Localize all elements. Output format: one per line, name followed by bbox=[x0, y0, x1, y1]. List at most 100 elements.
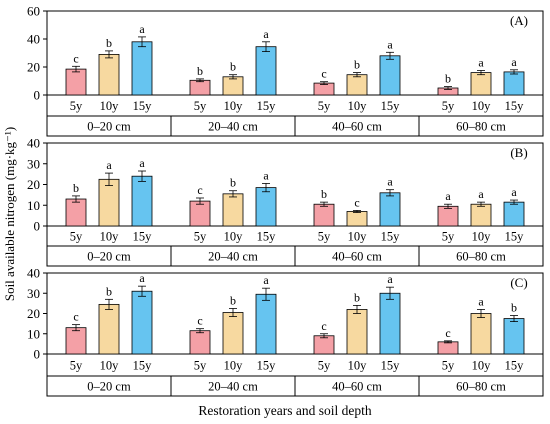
year-label: 5y bbox=[318, 99, 331, 113]
y-tick-label: 60 bbox=[27, 4, 40, 19]
y-tick-label: 0 bbox=[34, 88, 41, 103]
bar bbox=[98, 303, 120, 355]
depth-label: 20–40 cm bbox=[208, 380, 258, 394]
depth-label: 0–20 cm bbox=[87, 380, 131, 394]
year-label: 5y bbox=[70, 359, 83, 373]
depth-label: 40–60 cm bbox=[332, 120, 382, 134]
significance-letter: c bbox=[354, 195, 359, 209]
bar bbox=[255, 46, 277, 96]
significance-letter: b bbox=[230, 293, 236, 307]
significance-letter: a bbox=[511, 55, 517, 69]
significance-letter: a bbox=[263, 168, 269, 182]
year-label: 10y bbox=[224, 99, 244, 113]
year-label: 10y bbox=[100, 359, 120, 373]
bar bbox=[189, 79, 211, 96]
year-label: 10y bbox=[472, 359, 492, 373]
bar bbox=[379, 292, 401, 355]
significance-letter: a bbox=[445, 189, 451, 203]
year-label: 5y bbox=[194, 359, 207, 373]
year-label: 5y bbox=[194, 230, 207, 244]
bar bbox=[346, 309, 368, 355]
y-tick-label: 40 bbox=[27, 266, 40, 281]
panel-label: (A) bbox=[510, 13, 528, 28]
y-tick-label: 10 bbox=[27, 198, 40, 213]
year-label: 15y bbox=[257, 359, 277, 373]
significance-letter: a bbox=[478, 187, 484, 201]
bar bbox=[503, 71, 525, 96]
bar bbox=[346, 211, 368, 227]
significance-letter: b bbox=[354, 290, 360, 304]
bar bbox=[379, 55, 401, 96]
year-label: 15y bbox=[505, 99, 525, 113]
significance-letter: b bbox=[197, 64, 203, 78]
bar bbox=[222, 76, 244, 96]
bar bbox=[470, 313, 492, 355]
x-axis-label: Restoration years and soil depth bbox=[198, 403, 371, 418]
year-label: 15y bbox=[257, 99, 277, 113]
bar bbox=[470, 72, 492, 96]
depth-label: 60–80 cm bbox=[456, 250, 506, 264]
significance-letter: a bbox=[139, 271, 145, 285]
year-label: 10y bbox=[224, 359, 244, 373]
year-label: 10y bbox=[348, 99, 368, 113]
year-label: 5y bbox=[318, 359, 331, 373]
bar bbox=[437, 205, 459, 227]
significance-letter: a bbox=[139, 22, 145, 36]
significance-letter: a bbox=[263, 273, 269, 287]
year-label: 10y bbox=[100, 230, 120, 244]
y-tick-label: 10 bbox=[27, 326, 40, 341]
bar bbox=[346, 74, 368, 96]
depth-label: 20–40 cm bbox=[208, 120, 258, 134]
year-label: 15y bbox=[133, 359, 153, 373]
bar bbox=[189, 200, 211, 227]
bar bbox=[131, 175, 153, 227]
y-tick-label: 0 bbox=[34, 219, 41, 234]
significance-letter: b bbox=[445, 72, 451, 86]
significance-letter: c bbox=[197, 183, 202, 197]
significance-letter: b bbox=[230, 176, 236, 190]
year-label: 15y bbox=[133, 99, 153, 113]
bar bbox=[503, 201, 525, 227]
y-tick-label: 30 bbox=[27, 156, 40, 171]
significance-letter: c bbox=[445, 326, 450, 340]
panel-label: (B) bbox=[510, 145, 527, 160]
bar bbox=[98, 178, 120, 227]
significance-letter: b bbox=[511, 301, 517, 315]
year-label: 10y bbox=[224, 230, 244, 244]
y-tick-label: 20 bbox=[27, 177, 40, 192]
year-label: 10y bbox=[472, 230, 492, 244]
bar bbox=[470, 203, 492, 227]
year-label: 10y bbox=[472, 99, 492, 113]
depth-label: 0–20 cm bbox=[87, 250, 131, 264]
depth-label: 60–80 cm bbox=[456, 380, 506, 394]
significance-letter: a bbox=[139, 156, 145, 170]
significance-letter: a bbox=[387, 272, 393, 286]
year-label: 10y bbox=[348, 230, 368, 244]
significance-letter: b bbox=[106, 284, 112, 298]
significance-letter: c bbox=[321, 67, 326, 81]
year-label: 5y bbox=[442, 99, 455, 113]
depth-label: 60–80 cm bbox=[456, 120, 506, 134]
y-tick-label: 20 bbox=[27, 60, 40, 75]
significance-letter: b bbox=[230, 60, 236, 74]
significance-letter: b bbox=[73, 181, 79, 195]
significance-letter: c bbox=[197, 314, 202, 328]
significance-letter: a bbox=[478, 56, 484, 70]
bar bbox=[379, 192, 401, 227]
depth-label: 20–40 cm bbox=[208, 250, 258, 264]
significance-letter: a bbox=[263, 27, 269, 41]
bar bbox=[313, 203, 335, 227]
depth-label: 0–20 cm bbox=[87, 120, 131, 134]
plot-frame bbox=[46, 142, 544, 227]
year-label: 5y bbox=[442, 359, 455, 373]
bar bbox=[222, 193, 244, 227]
y-tick-label: 40 bbox=[27, 32, 40, 47]
significance-letter: a bbox=[387, 37, 393, 51]
year-label: 15y bbox=[505, 359, 525, 373]
bar bbox=[65, 198, 87, 227]
year-label: 15y bbox=[381, 230, 401, 244]
significance-letter: b bbox=[106, 36, 112, 50]
year-label: 5y bbox=[70, 99, 83, 113]
significance-letter: a bbox=[387, 175, 393, 189]
